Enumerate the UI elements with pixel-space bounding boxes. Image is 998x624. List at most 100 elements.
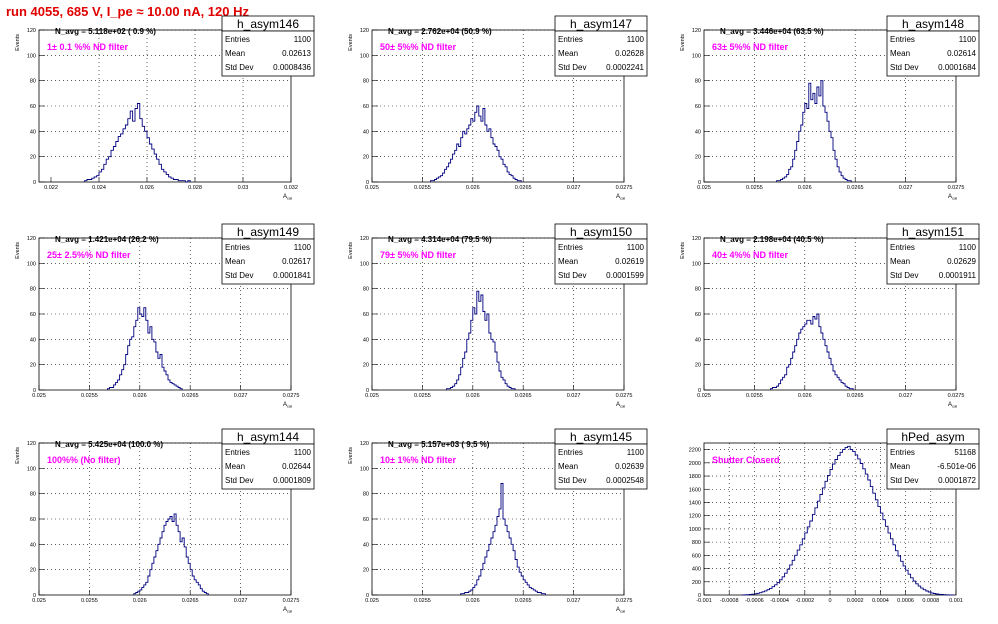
x-tick-label: 0.0265 xyxy=(847,393,864,399)
x-axis-label: Acal xyxy=(283,402,292,409)
y-tick-label: 0 xyxy=(33,180,36,186)
stats-box xyxy=(886,30,980,77)
y-tick-label: 40 xyxy=(695,337,701,343)
x-tick-label: 0.027 xyxy=(234,598,248,604)
y-tick-label: 60 xyxy=(363,104,369,110)
stats-box xyxy=(886,443,980,490)
stats-value-std-dev: 0.0002241 xyxy=(606,63,644,72)
filter-label: 10± 1%% ND filter xyxy=(380,455,456,465)
stats-label-entries: Entries xyxy=(225,243,250,252)
x-tick-label: -0.0002 xyxy=(795,598,814,604)
filter-label: Shutter Closerd xyxy=(712,455,780,465)
stats-value-mean: 0.02614 xyxy=(947,49,976,58)
y-tick-label: 0 xyxy=(698,180,701,186)
stats-value-mean: 0.02619 xyxy=(615,257,644,266)
stats-label-mean: Mean xyxy=(890,49,910,58)
x-tick-label: 0.024 xyxy=(92,185,106,191)
navg-label: N_avg = 5.425e+04 (100.0 %) xyxy=(55,440,163,449)
stats-label-entries: Entries xyxy=(225,35,250,44)
stats-value-std-dev: 0.0001911 xyxy=(939,271,977,280)
y-tick-label: 800 xyxy=(692,540,701,546)
x-tick-label: 0.0265 xyxy=(515,185,532,191)
y-tick-label: 40 xyxy=(30,129,36,135)
stats-box xyxy=(221,443,315,490)
stats-label-mean: Mean xyxy=(558,257,578,266)
y-tick-label: 40 xyxy=(363,129,369,135)
x-tick-label: 0.0275 xyxy=(283,393,300,399)
y-tick-label: 60 xyxy=(30,517,36,523)
x-tick-label: 0.025 xyxy=(697,393,711,399)
x-tick-label: 0.0275 xyxy=(283,598,300,604)
stats-label-std-dev: Std Dev xyxy=(558,476,586,485)
stats-value-mean: 0.02644 xyxy=(282,462,311,471)
y-tick-label: 2000 xyxy=(689,461,701,467)
panel-hPed_asym: -0.001 -0.0008 -0.0006 -0.0004 -0.0002 0 0.000… xyxy=(689,428,980,604)
y-tick-label: 40 xyxy=(695,129,701,135)
x-tick-label: -0.0008 xyxy=(720,598,739,604)
x-tick-label: 0.026 xyxy=(798,393,812,399)
stats-box xyxy=(554,238,648,285)
panel-h_asym147: 0.025 0.0255 0.026 0.0265 0.027 0.0275 0 20 40 60… xyxy=(348,15,648,201)
x-tick-label: 0.025 xyxy=(365,185,379,191)
panel-h_asym149: 0.025 0.0255 0.026 0.0265 0.027 0.0275 0 20 40 60… xyxy=(15,223,315,409)
navg-label: N_avg = 4.314e+04 (79.5 %) xyxy=(388,235,492,244)
stats-box xyxy=(554,30,648,77)
stats-label-mean: Mean xyxy=(225,462,245,471)
y-tick-label: 20 xyxy=(363,155,369,161)
stats-label-mean: Mean xyxy=(558,49,578,58)
x-tick-label: 0.026 xyxy=(466,598,480,604)
y-tick-label: 40 xyxy=(30,542,36,548)
y-tick-label: 80 xyxy=(363,492,369,498)
stats-label-std-dev: Std Dev xyxy=(225,63,253,72)
y-tick-label: 0 xyxy=(698,593,701,599)
y-tick-label: 2200 xyxy=(689,448,701,454)
stats-value-std-dev: 0.0001872 xyxy=(938,476,976,485)
stats-label-mean: Mean xyxy=(890,462,910,471)
stats-label-std-dev: Std Dev xyxy=(890,476,918,485)
stats-box xyxy=(221,238,315,285)
stats-label-entries: Entries xyxy=(890,243,915,252)
x-axis-label: Acal xyxy=(616,402,625,409)
stats-value-entries: 1100 xyxy=(627,448,645,457)
x-tick-label: 0.0255 xyxy=(81,598,98,604)
x-tick-label: 0.0002 xyxy=(847,598,864,604)
stats-label-mean: Mean xyxy=(890,257,910,266)
histogram-line xyxy=(460,483,546,595)
x-axis-label: Acal xyxy=(948,402,957,409)
y-tick-label: 60 xyxy=(695,104,701,110)
stats-label-std-dev: Std Dev xyxy=(558,63,586,72)
x-tick-label: 0.0255 xyxy=(414,185,431,191)
y-axis-label: Events xyxy=(348,34,354,51)
filter-label: 40± 4%% ND filter xyxy=(712,250,788,260)
x-axis-label: Acal xyxy=(616,194,625,201)
stats-label-std-dev: Std Dev xyxy=(890,63,918,72)
y-tick-label: 0 xyxy=(33,593,36,599)
stats-value-mean: 0.02628 xyxy=(615,49,644,58)
navg-label: N_avg = 5.118e+02 ( 0.9 %) xyxy=(55,27,156,36)
run-title-prefix: run 4055, 685 V, I_pe xyxy=(6,4,133,19)
y-axis-label: Events xyxy=(680,34,686,51)
y-tick-label: 100 xyxy=(692,261,701,267)
histogram-line xyxy=(133,513,209,595)
y-tick-label: 80 xyxy=(30,79,36,85)
y-tick-label: 0 xyxy=(366,180,369,186)
x-tick-label: 0.0275 xyxy=(616,393,633,399)
y-tick-label: 60 xyxy=(363,312,369,318)
x-tick-label: 0.025 xyxy=(32,598,46,604)
y-tick-label: 120 xyxy=(360,28,369,34)
stats-label-mean: Mean xyxy=(225,257,245,266)
x-tick-label: 0.001 xyxy=(949,598,963,604)
stats-value-entries: 1100 xyxy=(294,35,312,44)
y-tick-label: 0 xyxy=(698,388,701,394)
x-tick-label: -0.0006 xyxy=(745,598,764,604)
histogram-name: h_asym150 xyxy=(570,225,632,239)
x-tick-label: 0.03 xyxy=(238,185,249,191)
stats-value-entries: 51168 xyxy=(954,448,976,457)
y-tick-label: 120 xyxy=(27,236,36,242)
stats-label-entries: Entries xyxy=(225,448,250,457)
y-tick-label: 20 xyxy=(30,363,36,369)
y-tick-label: 20 xyxy=(363,363,369,369)
x-tick-label: 0.025 xyxy=(365,393,379,399)
y-axis-label: Events xyxy=(15,34,21,51)
y-tick-label: 1200 xyxy=(689,514,701,520)
